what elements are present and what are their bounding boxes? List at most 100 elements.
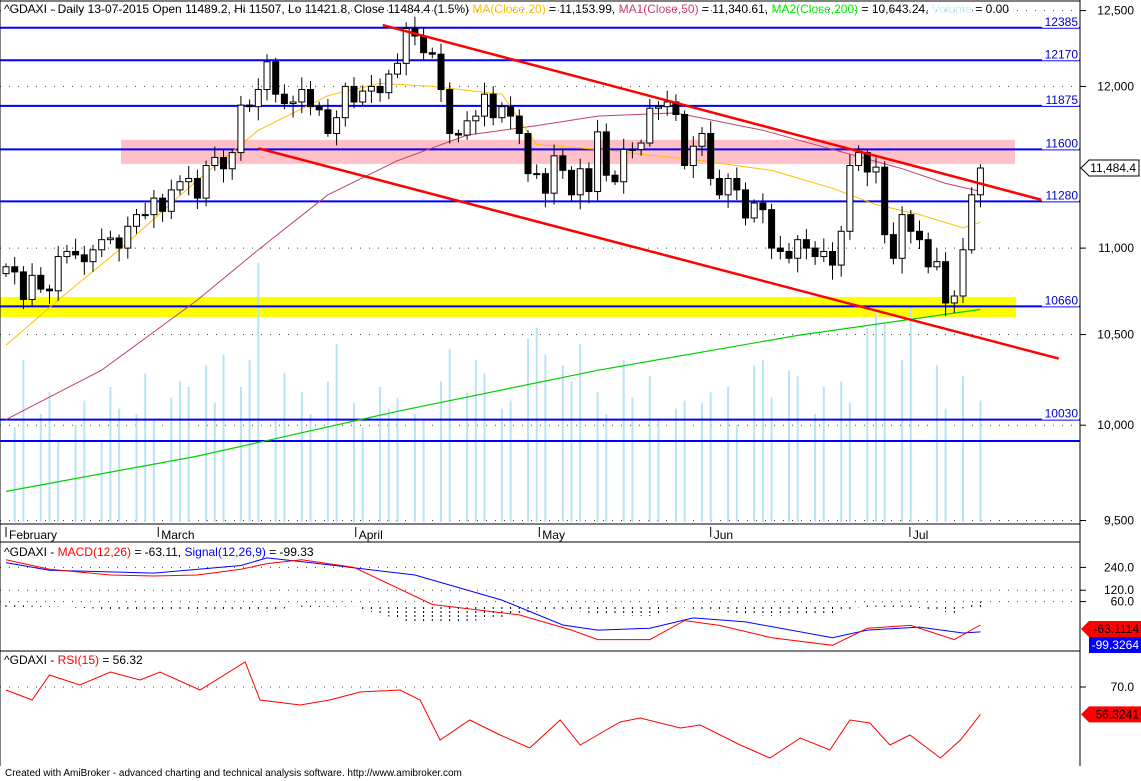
candle	[385, 69, 393, 100]
candle-body-up	[968, 194, 976, 251]
macd-value: = -63.11,	[131, 545, 184, 559]
candle	[446, 82, 454, 144]
candle-body-down	[776, 247, 784, 252]
candle	[628, 142, 636, 159]
rsi-tag-label: 56.3241	[1096, 707, 1140, 721]
candle	[298, 77, 306, 114]
candle	[159, 193, 167, 222]
horizontal-levels	[0, 26, 1080, 443]
candle-body-up	[141, 214, 149, 217]
candle-body-up	[472, 115, 480, 122]
candle	[855, 145, 863, 172]
candle	[193, 169, 201, 209]
candle-body-up	[150, 197, 158, 216]
month-label: March	[161, 528, 194, 542]
level-label-bg	[1042, 293, 1079, 307]
candle	[489, 86, 497, 126]
volume-bar	[840, 381, 843, 522]
month-label: May	[542, 528, 565, 542]
candle	[211, 146, 219, 171]
volume-bar	[875, 311, 877, 522]
candle	[916, 220, 923, 249]
candle-body-down	[863, 152, 871, 173]
month-label: Jun	[714, 528, 733, 542]
signal-line	[5, 557, 981, 639]
candle	[54, 246, 62, 301]
candle-body-up	[550, 155, 558, 194]
candle-body-up	[237, 104, 245, 154]
candle	[811, 241, 819, 265]
volume-bar	[683, 400, 686, 522]
volume-bar	[144, 373, 147, 522]
month-label: February	[9, 528, 57, 542]
candle	[46, 284, 53, 304]
candle	[463, 111, 471, 140]
candle	[498, 102, 506, 123]
candle	[2, 263, 10, 278]
candles	[2, 16, 984, 316]
volume-bar	[100, 441, 103, 522]
volume-bar	[483, 373, 486, 522]
candle-body-up	[933, 261, 941, 268]
candle	[768, 203, 776, 259]
candle	[829, 242, 836, 280]
candle-body-up	[124, 225, 132, 249]
y-tick-label: 9,500	[1104, 513, 1134, 527]
volume-bar	[361, 427, 364, 522]
volume-bar	[353, 403, 355, 522]
candle	[942, 252, 950, 316]
candle	[167, 179, 175, 220]
candle-body-up	[359, 90, 367, 103]
candle	[724, 173, 732, 208]
candle	[655, 101, 662, 121]
candle	[324, 99, 332, 137]
candle	[80, 245, 88, 275]
candle	[307, 81, 314, 116]
candle	[202, 160, 210, 207]
candle-body-down	[220, 156, 227, 170]
volume-bar	[814, 414, 817, 522]
month-label: April	[359, 528, 383, 542]
candle-body-up	[254, 89, 262, 108]
volume-bar	[170, 397, 173, 522]
level-label-bg	[1042, 14, 1079, 28]
candle	[437, 43, 445, 102]
candle-body-up	[367, 85, 375, 92]
candle	[98, 228, 106, 258]
candle-body-down	[811, 247, 819, 258]
candle-body-up	[872, 166, 880, 173]
candle	[420, 27, 428, 60]
candle	[585, 162, 593, 204]
candle-body-down	[907, 214, 915, 232]
ma200-value: = 10,643.24,	[858, 2, 932, 16]
volume-bar	[648, 376, 651, 522]
candle-body-up	[533, 173, 541, 176]
volume-bar	[326, 381, 329, 522]
candle-body-down	[11, 266, 19, 273]
level-label-bg	[1042, 136, 1079, 150]
candle-body-down	[280, 93, 288, 105]
candle-body-up	[698, 132, 706, 147]
candle	[820, 238, 828, 263]
macd-tick-label: 60.0	[1111, 595, 1135, 609]
volume-bar	[187, 387, 190, 522]
candle-body-down	[742, 189, 749, 219]
candle	[272, 57, 280, 103]
volume-bar	[48, 392, 51, 522]
candle-body-down	[376, 85, 384, 94]
candle	[559, 148, 567, 179]
volume-bar	[605, 414, 608, 522]
candle-body-down	[524, 132, 532, 175]
rsi-gridlines: 70.0	[0, 680, 1134, 694]
candle-body-up	[794, 239, 802, 259]
volume-bar	[379, 387, 382, 522]
volume-bar	[979, 400, 982, 522]
candle	[637, 139, 645, 156]
macd-tick-label: 240.0	[1104, 560, 1134, 574]
volume-bar	[527, 338, 529, 522]
candle	[28, 263, 36, 307]
candle	[280, 84, 288, 110]
macd-line	[5, 559, 981, 646]
candle	[333, 110, 341, 146]
candle	[785, 243, 793, 264]
